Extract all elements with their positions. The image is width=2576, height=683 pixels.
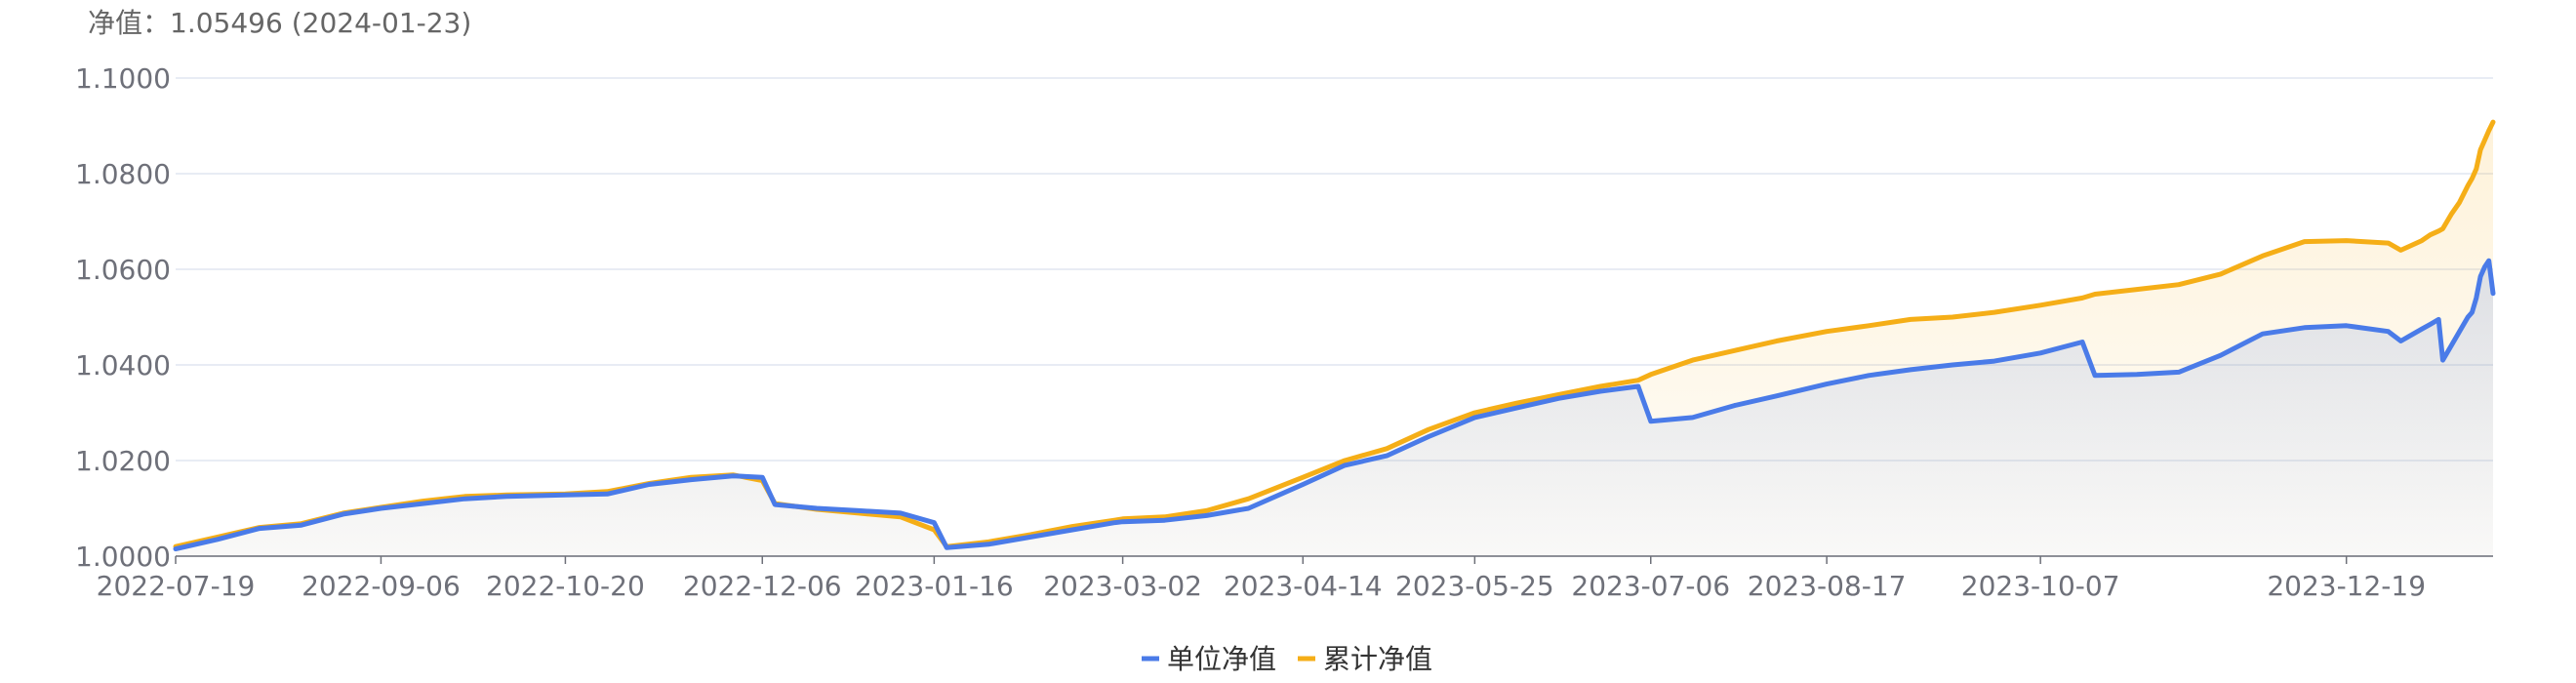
x-tick-label: 2023-04-14: [1224, 570, 1383, 602]
y-tick-label: 1.0800: [75, 158, 171, 190]
legend-item-cumulative-nav[interactable]: 累计净值: [1298, 643, 1432, 675]
x-tick-label: 2023-10-07: [1961, 570, 2120, 602]
x-tick-label: 2023-08-17: [1748, 570, 1907, 602]
x-tick-label: 2023-01-16: [855, 570, 1014, 602]
nav-value: 1.05496: [170, 7, 283, 39]
y-tick-label: 1.1000: [75, 62, 171, 95]
x-tick-label: 2023-07-06: [1571, 570, 1730, 602]
x-tick-label: 2022-07-19: [97, 570, 256, 602]
x-tick-label: 2023-03-02: [1043, 570, 1202, 602]
x-tick-label: 2023-05-25: [1395, 570, 1554, 602]
nav-label: 净值：: [88, 7, 171, 39]
series-lines: [173, 119, 2496, 552]
x-tick-label: 2022-12-06: [683, 570, 842, 602]
area-unit-nav: [176, 261, 2493, 556]
legend: 单位净值 累计净值: [1142, 643, 1432, 675]
legend-label: 累计净值: [1323, 643, 1432, 675]
x-axis-ticks: 2022-07-19 2022-09-06 2022-10-20 2022-12-06…: [97, 555, 2493, 602]
y-tick-label: 1.0200: [75, 445, 171, 477]
area-fills: [176, 122, 2493, 556]
x-tick-label: 2022-10-20: [486, 570, 645, 602]
y-tick-label: 1.0400: [75, 349, 171, 382]
y-tick-label: 1.0600: [75, 254, 171, 286]
legend-item-unit-nav[interactable]: 单位净值: [1142, 643, 1276, 675]
x-tick-label: 2022-09-06: [302, 570, 461, 602]
nav-readout: 净值：1.05496 (2024-01-23): [88, 2, 471, 41]
series-line-unit-nav: [173, 258, 2496, 552]
y-tick-label: 1.0000: [75, 541, 171, 573]
x-tick-label: 2023-12-19: [2267, 570, 2426, 602]
y-axis-ticks: 1.0000 1.0200 1.0400 1.0600 1.0800 1.1000: [75, 62, 171, 573]
nav-date: (2024-01-23): [291, 7, 472, 39]
legend-label: 单位净值: [1167, 643, 1276, 675]
